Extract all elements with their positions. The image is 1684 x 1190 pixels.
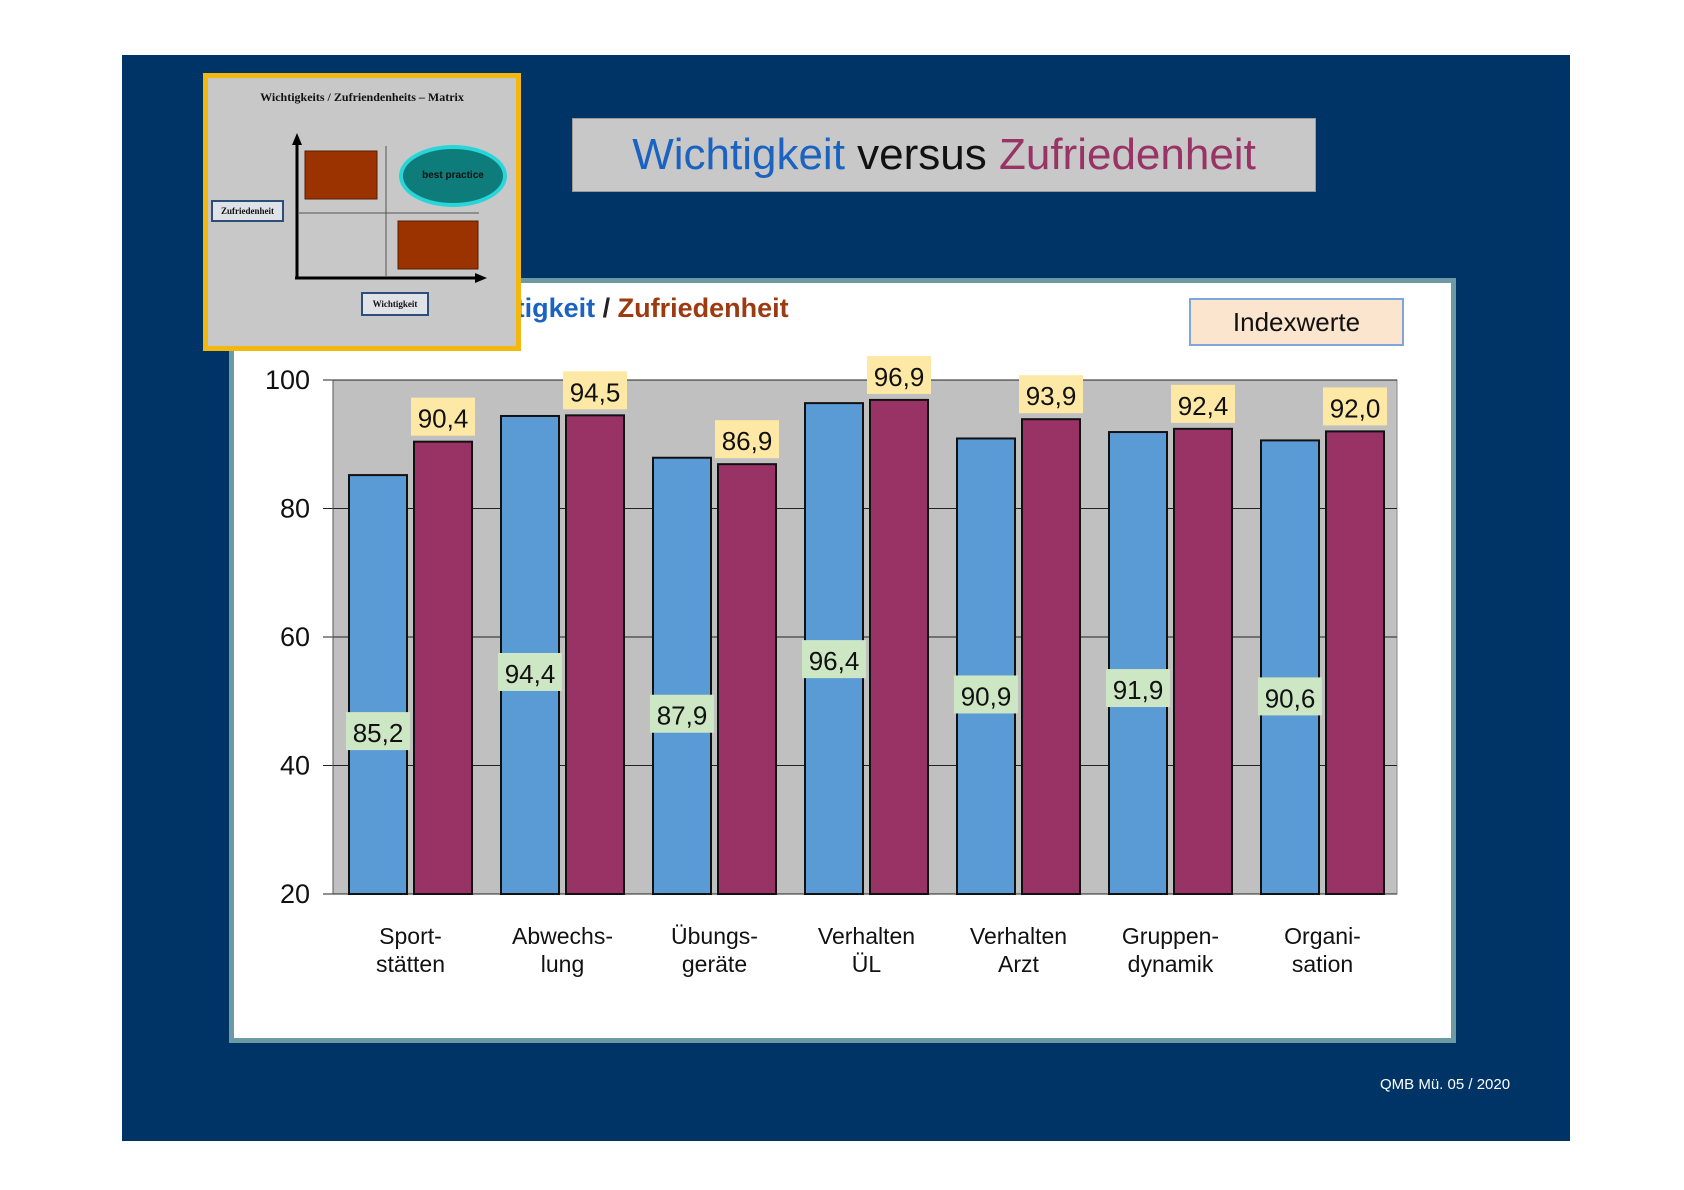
inset-matrix-graphic — [292, 133, 487, 283]
x-category-label: geräte — [682, 951, 747, 977]
data-label-bg-wichtigkeit — [954, 675, 1018, 714]
inset-title: Wichtigkeits / Zufriendenheits – Matrix — [260, 90, 464, 104]
bar-wichtigkeit — [348, 474, 408, 895]
footer-text: QMB Mü. 05 / 2020 — [1380, 1076, 1511, 1093]
bar-zufriedenheit — [717, 463, 777, 895]
data-label-bg-wichtigkeit — [650, 694, 714, 733]
inset-x-arrow-icon — [475, 273, 487, 283]
matrix-inset: Wichtigkeits / Zufriendenheits – Matrix … — [203, 73, 521, 351]
data-label-bg-wichtigkeit — [1258, 677, 1322, 716]
y-tick-label: 80 — [280, 494, 310, 524]
x-category-label: lung — [541, 951, 584, 977]
inset-x-label: Wichtigkeit — [361, 292, 429, 316]
index-label: Indexwerte — [1189, 298, 1404, 346]
x-category-label: Übungs- — [671, 923, 758, 949]
data-label-zufriedenheit: 94,5 — [570, 377, 621, 407]
x-category-label: Verhalten — [970, 923, 1067, 949]
bar-wichtigkeit — [1260, 439, 1320, 895]
data-label-wichtigkeit: 90,9 — [961, 681, 1012, 711]
data-label-zufriedenheit: 96,9 — [874, 362, 925, 392]
data-label-bg-wichtigkeit — [1106, 669, 1170, 708]
data-label-wichtigkeit: 87,9 — [657, 701, 708, 731]
data-label-bg-wichtigkeit — [346, 712, 410, 751]
inset-box-upper-left — [304, 150, 378, 200]
bar-wichtigkeit — [652, 456, 712, 895]
inset-y-arrow-icon — [292, 133, 302, 145]
best-practice-ellipse: best practice — [399, 145, 507, 207]
data-label-wichtigkeit: 91,9 — [1113, 675, 1164, 705]
x-category-label: Sport- — [379, 923, 442, 949]
data-label-bg-zufriedenheit — [867, 355, 931, 394]
data-label-wichtigkeit: 90,6 — [1265, 683, 1316, 713]
data-label-bg-wichtigkeit — [498, 652, 562, 691]
data-label-zufriedenheit: 93,9 — [1026, 381, 1077, 411]
y-tick-label: 100 — [265, 365, 310, 395]
chart-title-separator: / — [595, 293, 618, 323]
data-label-bg-zufriedenheit — [1171, 384, 1235, 423]
data-label-wichtigkeit: 85,2 — [353, 718, 404, 748]
bar-zufriedenheit — [1021, 418, 1081, 895]
bar-zufriedenheit — [1173, 427, 1233, 895]
slide-title: Wichtigkeit versus Zufriedenheit — [572, 118, 1316, 192]
data-label-bg-wichtigkeit — [802, 640, 866, 679]
slide-title-versus: versus — [844, 130, 999, 179]
x-category-label: Organi- — [1284, 923, 1361, 949]
data-label-bg-zufriedenheit — [563, 371, 627, 410]
data-label-wichtigkeit: 94,4 — [505, 659, 556, 689]
slide-title-wichtigkeit: Wichtigkeit — [632, 130, 845, 179]
bar-zufriedenheit — [565, 414, 625, 895]
y-tick-label: 40 — [280, 751, 310, 781]
data-label-bg-zufriedenheit — [1019, 375, 1083, 414]
y-tick-label: 20 — [280, 879, 310, 909]
bar-wichtigkeit — [956, 437, 1016, 895]
y-tick-label: 60 — [280, 622, 310, 652]
x-category-label: sation — [1292, 951, 1353, 977]
bar-zufriedenheit — [1325, 430, 1385, 895]
bar-wichtigkeit — [1108, 431, 1168, 895]
data-label-bg-zufriedenheit — [715, 420, 779, 459]
slide-title-zufriedenheit: Zufriedenheit — [998, 130, 1256, 179]
chart-title-zufriedenheit: Zufriedenheit — [617, 293, 789, 323]
x-category-label: stätten — [376, 951, 445, 977]
data-label-zufriedenheit: 92,4 — [1178, 391, 1229, 421]
data-label-zufriedenheit: 90,4 — [418, 404, 469, 434]
data-label-zufriedenheit: 86,9 — [722, 426, 773, 456]
x-category-label: Abwechs- — [512, 923, 613, 949]
x-category-label: Gruppen- — [1122, 923, 1219, 949]
data-label-zufriedenheit: 92,0 — [1330, 393, 1381, 423]
data-label-wichtigkeit: 96,4 — [809, 646, 860, 676]
inset-y-label: Zufriedenheit — [211, 200, 284, 222]
x-category-label: Verhalten — [818, 923, 915, 949]
x-category-label: Arzt — [998, 951, 1040, 977]
inset-box-lower-right — [397, 220, 479, 270]
bar-zufriedenheit — [869, 398, 929, 895]
x-category-label: dynamik — [1128, 951, 1214, 977]
x-category-label: ÜL — [852, 951, 882, 977]
data-label-bg-zufriedenheit — [411, 397, 475, 436]
bar-zufriedenheit — [413, 440, 473, 895]
data-label-bg-zufriedenheit — [1323, 387, 1387, 426]
